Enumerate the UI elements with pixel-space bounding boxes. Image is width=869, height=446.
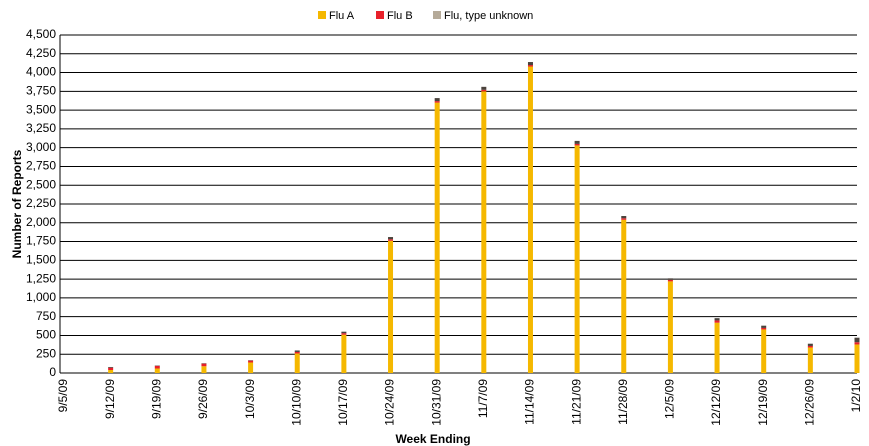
x-tick-label: 1/2/10 <box>849 379 863 413</box>
x-tick-label: 9/26/09 <box>196 379 210 419</box>
bar-segment <box>481 91 487 373</box>
bar-segment <box>621 218 627 220</box>
legend-label: Flu A <box>329 10 355 22</box>
x-tick-label: 11/21/09 <box>569 379 583 425</box>
bar-segment <box>108 367 114 370</box>
bar-segment <box>248 360 254 363</box>
x-tick-label: 10/31/09 <box>429 379 443 426</box>
bar-segment <box>854 344 860 373</box>
bar-segment <box>108 369 114 373</box>
bar-segment <box>714 318 720 321</box>
bar-segment <box>807 343 813 346</box>
legend-label: Flu B <box>387 10 413 22</box>
bar-segment <box>667 278 673 280</box>
y-tick-label: 2,750 <box>26 159 56 173</box>
y-tick-label: 2,500 <box>26 177 56 191</box>
y-tick-label: 3,500 <box>26 102 56 116</box>
bar-segment <box>294 353 300 373</box>
x-tick-label: 12/19/09 <box>756 379 770 426</box>
y-tick-label: 1,000 <box>26 290 56 304</box>
x-tick-label: 9/12/09 <box>103 379 117 419</box>
bar-segment <box>761 329 767 373</box>
x-tick-label: 12/5/09 <box>663 379 677 419</box>
y-tick-label: 3,000 <box>26 140 56 154</box>
bar-segment <box>154 368 160 373</box>
bar-segment <box>434 102 440 373</box>
bar-segment <box>388 237 394 240</box>
bar-segment <box>527 62 533 66</box>
bar-segment <box>527 66 533 374</box>
y-tick-label: 750 <box>36 309 56 323</box>
bar-segment <box>481 89 487 92</box>
bar-segment <box>807 347 813 373</box>
x-tick-label: 12/12/09 <box>709 379 723 426</box>
y-tick-label: 2,250 <box>26 196 56 210</box>
bar-segment <box>714 322 720 373</box>
bar-segment <box>201 366 207 373</box>
x-tick-label: 9/19/09 <box>149 379 163 419</box>
y-axis-title: Number of Reports <box>10 149 24 258</box>
y-tick-label: 3,250 <box>26 121 56 135</box>
y-tick-label: 1,250 <box>26 271 56 285</box>
bar-segment <box>761 325 767 328</box>
bar-segment <box>201 363 207 367</box>
x-tick-label: 11/28/09 <box>616 379 630 425</box>
x-axis-title: Week Ending <box>395 432 470 446</box>
bar-segment <box>341 334 347 373</box>
bar-segment <box>434 98 440 102</box>
bar-segment <box>854 342 860 345</box>
bar-segment <box>574 140 580 144</box>
y-tick-label: 4,250 <box>26 46 56 60</box>
bar-segment <box>294 350 300 352</box>
bar-segment <box>434 101 440 103</box>
bar-segment <box>388 240 394 373</box>
bar-segment <box>481 86 487 90</box>
y-tick-label: 2,000 <box>26 215 56 229</box>
x-tick-label: 10/3/09 <box>243 379 257 419</box>
bar-segment <box>714 320 720 323</box>
bar-segment <box>154 365 160 369</box>
y-tick-label: 500 <box>36 328 56 342</box>
x-tick-label: 12/26/09 <box>803 379 817 426</box>
bar-segment <box>574 143 580 146</box>
legend-label: Flu, type unknown <box>444 10 533 22</box>
bar-segment <box>621 216 627 219</box>
bar-segment <box>667 281 673 373</box>
bar-segment <box>761 327 767 330</box>
bar-segment <box>248 362 254 373</box>
y-tick-label: 1,750 <box>26 234 56 248</box>
y-tick-label: 4,000 <box>26 65 56 79</box>
bar-segment <box>294 351 300 354</box>
bar-segment <box>574 145 580 373</box>
bar-segment <box>341 333 347 335</box>
x-tick-label: 9/5/09 <box>56 379 70 413</box>
legend-swatch <box>433 11 441 19</box>
y-tick-label: 1,500 <box>26 253 56 267</box>
x-tick-label: 11/7/09 <box>476 379 490 418</box>
x-tick-label: 10/17/09 <box>336 379 350 426</box>
bar-segment <box>341 331 347 334</box>
bar-segment <box>388 239 394 241</box>
x-tick-label: 11/14/09 <box>523 379 537 425</box>
y-tick-label: 250 <box>36 346 56 360</box>
y-tick-label: 3,750 <box>26 84 56 98</box>
bar-segment <box>621 219 627 373</box>
bar-segment <box>807 345 813 348</box>
bar-segment <box>108 366 114 368</box>
bar-segment <box>527 65 533 67</box>
x-tick-label: 10/10/09 <box>289 379 303 426</box>
bar-segment <box>667 279 673 282</box>
legend-swatch <box>318 11 326 19</box>
y-tick-label: 4,500 <box>26 27 56 41</box>
x-tick-label: 10/24/09 <box>383 379 397 426</box>
y-tick-label: 0 <box>49 365 56 379</box>
legend-swatch <box>376 11 384 19</box>
bar-segment <box>854 337 860 343</box>
